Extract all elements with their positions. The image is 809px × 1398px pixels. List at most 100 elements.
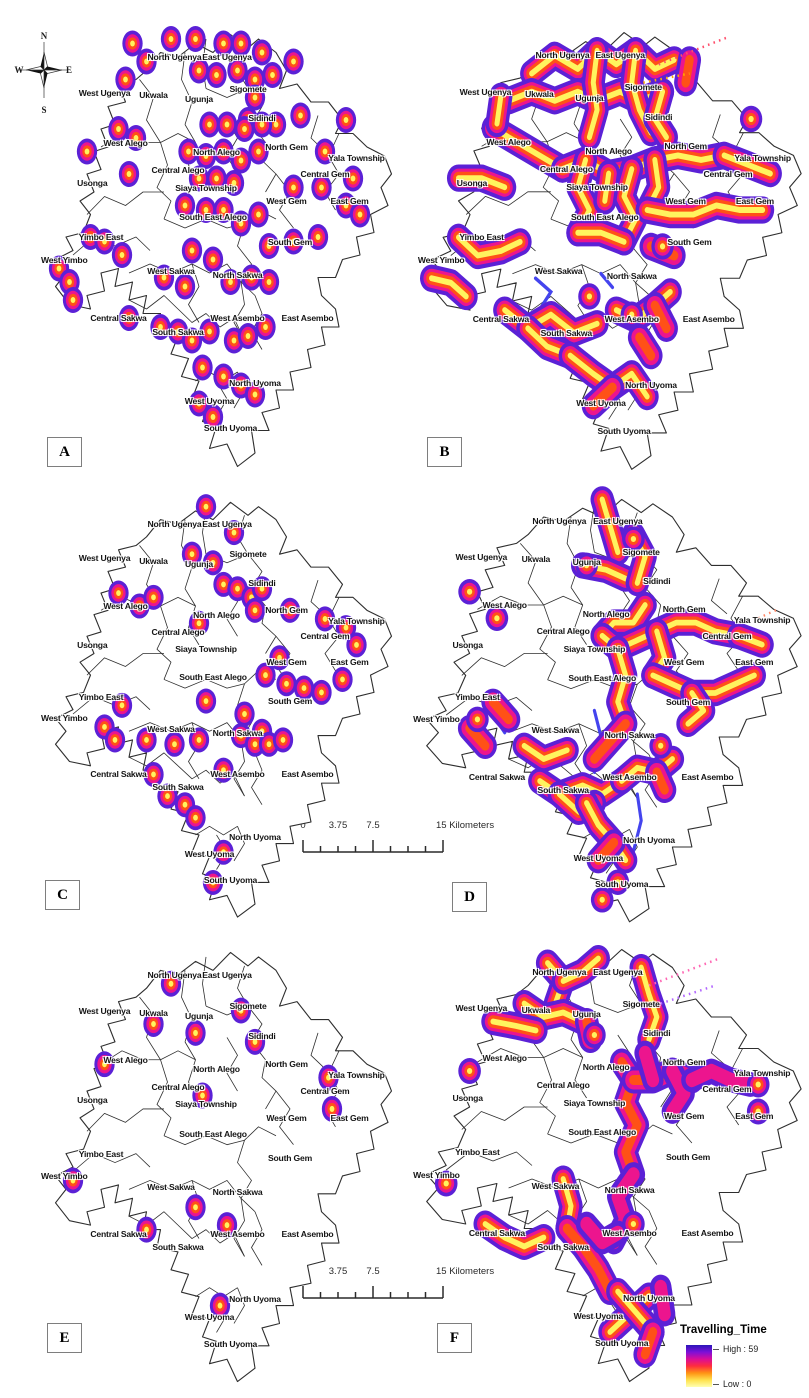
travel-time-corridor: [685, 1063, 757, 1092]
sublocation-boundary: [520, 543, 543, 605]
facility-heat-spot: [144, 1226, 149, 1233]
facility-heat-spot: [168, 35, 174, 43]
facility-heat-spot: [200, 1092, 205, 1099]
sublocation-boundary: [129, 723, 241, 740]
county-outline: [56, 952, 392, 1381]
facility-heat-spot: [322, 148, 328, 155]
legend-high-tick: [713, 1349, 719, 1350]
scale-tick-label: 7.5: [366, 1266, 380, 1277]
facility-heat-spot: [130, 40, 135, 47]
map-panel-E: North Ugenya East Ugenya West Ugenya Ukwala…: [41, 948, 395, 1395]
facility-heat-spot: [266, 242, 272, 250]
sublocation-boundary: [182, 53, 193, 125]
sublocation-boundary: [129, 1180, 241, 1198]
facility-heat-spot: [137, 603, 142, 609]
sublocation-boundary: [178, 766, 245, 796]
facility-heat-spot: [158, 323, 163, 331]
facility-heat-spot: [221, 373, 226, 380]
facility-heat-spot: [252, 94, 258, 101]
facility-heat-spot: [259, 585, 265, 592]
facility-heat-spot: [102, 1061, 107, 1068]
facility-heat-spot: [301, 685, 307, 692]
facility-heat-spot: [151, 771, 156, 778]
facility-heat-spot: [340, 676, 345, 683]
travel-time-corridor: [666, 1063, 691, 1119]
map-canvas-D: [415, 486, 805, 935]
sublocation-boundary: [252, 1212, 263, 1266]
travel-time-corridor: [490, 125, 565, 173]
facility-heat-spot: [443, 1180, 449, 1187]
map-canvas-C: [45, 494, 395, 930]
map-panel-D: North Ugenya East Ugenya West Ugenya Ukwala…: [413, 486, 805, 935]
facility-heat-spot: [193, 814, 198, 821]
facility-heat-spot: [494, 615, 500, 622]
facility-heat-spot: [659, 243, 666, 250]
facility-heat-spot: [84, 148, 90, 155]
sublocation-boundary: [509, 1211, 564, 1225]
facility-heat-spot: [151, 1020, 156, 1028]
facility-heat-spot: [259, 121, 265, 128]
facility-heat-spot: [203, 698, 209, 704]
sublocation-boundary: [129, 296, 178, 310]
facility-heat-spot: [116, 125, 121, 133]
facility-heat-spot: [221, 40, 226, 47]
sublocation-boundary: [234, 1288, 245, 1324]
facility-heat-spot: [245, 332, 251, 340]
facility-heat-spot: [224, 121, 230, 128]
panel-letter-D: D: [452, 882, 487, 912]
travel-time-corridor: [575, 229, 627, 245]
travel-time-corridor: [652, 767, 669, 795]
facility-heat-spot: [259, 49, 265, 56]
facility-heat-spot: [630, 1220, 637, 1228]
travel-time-corridor: [580, 1216, 625, 1250]
facility-heat-spot: [238, 382, 244, 389]
travel-time-corridor: [482, 1221, 547, 1250]
travel-time-corridor: [644, 202, 766, 218]
sublocation-boundary: [87, 1109, 164, 1131]
dotted-road-line: [648, 957, 720, 987]
sublocation-boundary: [101, 1051, 196, 1064]
sublocation-boundary: [157, 143, 171, 220]
facility-heat-spot: [175, 328, 181, 335]
facility-heat-spot: [67, 278, 72, 286]
facility-heat-spot: [144, 736, 149, 743]
panel-letter-B: B: [427, 437, 462, 467]
facility-heat-spot: [126, 314, 132, 322]
sublocation-boundary: [129, 753, 178, 766]
facility-heat-spot: [329, 1105, 335, 1112]
scale-tick-label: 3.75: [328, 820, 348, 831]
sublocation-boundary: [196, 826, 238, 835]
facility-heat-spot: [193, 1204, 198, 1211]
facility-heat-spot: [193, 35, 198, 43]
sublocation-boundary: [575, 724, 587, 781]
sublocation-boundary: [164, 1127, 276, 1145]
map-canvas-A: [48, 25, 395, 480]
sublocation-boundary: [540, 1058, 556, 1135]
facility-heat-spot: [189, 337, 195, 344]
facility-heat-spot: [196, 400, 202, 407]
facility-heat-spot: [168, 980, 174, 987]
facility-heat-spot: [291, 58, 296, 65]
travel-time-corridor: [640, 1327, 658, 1360]
scale-bar-ticks: [302, 1286, 444, 1299]
facility-heat-spot: [466, 588, 473, 595]
facility-heat-spot: [165, 793, 170, 800]
facility-heat-spot: [193, 1029, 198, 1036]
facility-heat-spot: [252, 607, 258, 614]
scale-tick-label: 3.75: [328, 1266, 348, 1277]
facility-heat-spot: [350, 175, 356, 182]
panel-letter-E: E: [47, 1323, 82, 1353]
facility-heat-spot: [231, 179, 237, 187]
facility-heat-spot: [343, 202, 349, 209]
sublocation-boundary: [157, 1060, 171, 1136]
travel-time-corridor: [586, 47, 600, 141]
sublocation-boundary: [571, 587, 587, 644]
compass-east-label: E: [66, 65, 72, 75]
facility-heat-spot: [235, 585, 240, 592]
facility-heat-spot: [210, 413, 216, 421]
facility-heat-spot: [224, 1222, 230, 1229]
travel-time-corridor: [560, 955, 601, 984]
facility-heat-spot: [144, 58, 149, 65]
compass-west-label: W: [15, 65, 24, 75]
facility-heat-spot: [88, 233, 93, 241]
